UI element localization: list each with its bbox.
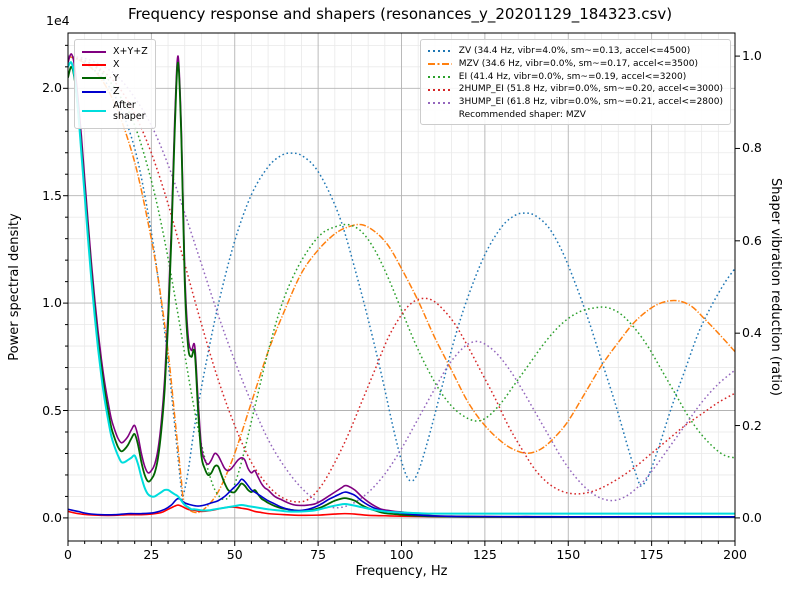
y-right-tick-label: 0.4 (742, 325, 762, 341)
y-left-axis-label: Power spectral density (7, 213, 22, 361)
legend-item: MZV (34.6 Hz, vibr=0.0%, sm~=0.17, accel… (427, 58, 723, 70)
recommended-shaper-note: Recommended shaper: MZV (458, 109, 586, 120)
legend-line-sample (82, 50, 106, 53)
legend-item: EI (41.4 Hz, vibr=0.0%, sm~=0.19, accel<… (427, 71, 723, 83)
legend-line-sample (427, 75, 452, 78)
legend-item-label: Z (113, 86, 120, 98)
legend-item: X+Y+Z (82, 46, 148, 57)
x-tick-label: 200 (723, 547, 747, 562)
legend-item: ZV (34.4 Hz, vibr=4.0%, sm~=0.13, accel<… (427, 46, 723, 57)
legend-line-sample (82, 77, 106, 80)
y-axis-offset-text: 1e4 (46, 13, 70, 28)
x-tick-label: 100 (389, 547, 414, 562)
y-right-tick-label: 0.8 (742, 140, 762, 156)
legend-item: Z (82, 86, 148, 97)
legend-line-sample (427, 50, 452, 53)
legend-item-label: After shaper (113, 99, 146, 122)
legend-line-sample (82, 109, 106, 112)
x-tick-label: 25 (143, 547, 160, 562)
y-left-tick-label: 2.0 (42, 80, 62, 96)
legend-item-label: 2HUMP_EI (51.8 Hz, vibr=0.0%, sm~=0.20, … (458, 84, 723, 95)
y-left-tick-label: 1.0 (42, 295, 62, 311)
legend-item-label: Y (113, 72, 119, 84)
legend-line-sample (427, 88, 452, 91)
legend-item-label: 3HUMP_EI (61.8 Hz, vibr=0.0%, sm~=0.21, … (458, 97, 723, 108)
legend-shapers: ZV (34.4 Hz, vibr=4.0%, sm~=0.13, accel<… (419, 39, 731, 125)
legend-line-sample (82, 90, 106, 93)
y-left-tick-label: 0.5 (42, 402, 62, 418)
x-tick-label: 0 (64, 547, 72, 562)
x-axis-label: Frequency, Hz (355, 564, 448, 579)
legend-item: X (82, 59, 148, 70)
legend-line-sample (82, 64, 106, 67)
x-tick-label: 175 (639, 547, 664, 562)
legend-item: Y (82, 73, 148, 84)
y-right-axis-label: Shaper vibration reduction (ratio) (768, 178, 783, 396)
legend-item-label: EI (41.4 Hz, vibr=0.0%, sm~=0.19, accel<… (458, 71, 687, 82)
y-right-tick-label: 0.0 (742, 509, 762, 525)
y-right-tick-label: 0.2 (742, 417, 762, 433)
legend-item-label: X (113, 59, 120, 71)
y-right-tick-label: 0.6 (742, 232, 762, 248)
y-left-tick-label: 1.5 (42, 187, 62, 203)
x-tick-label: 125 (472, 547, 497, 562)
x-tick-label: 150 (556, 547, 581, 562)
x-tick-label: 50 (226, 547, 243, 562)
legend-line-sample (427, 101, 452, 104)
y-right-tick-label: 1.0 (742, 48, 762, 64)
legend-item-label: ZV (34.4 Hz, vibr=4.0%, sm~=0.13, accel<… (458, 46, 691, 56)
legend-item: 3HUMP_EI (61.8 Hz, vibr=0.0%, sm~=0.21, … (427, 97, 723, 108)
legend-item-label: X+Y+Z (113, 46, 148, 57)
x-tick-label: 75 (310, 547, 327, 562)
legend-psd: X+Y+Z X Y Z After shaper (74, 39, 156, 130)
legend-line-sample (427, 63, 452, 66)
legend-item: 2HUMP_EI (51.8 Hz, vibr=0.0%, sm~=0.20, … (427, 84, 723, 95)
legend-item: After shaper (82, 100, 148, 123)
chart-title: Frequency response and shapers (resonanc… (127, 5, 673, 23)
legend-item-label: MZV (34.6 Hz, vibr=0.0%, sm~=0.17, accel… (458, 58, 698, 69)
y-left-tick-label: 0.0 (42, 509, 62, 525)
